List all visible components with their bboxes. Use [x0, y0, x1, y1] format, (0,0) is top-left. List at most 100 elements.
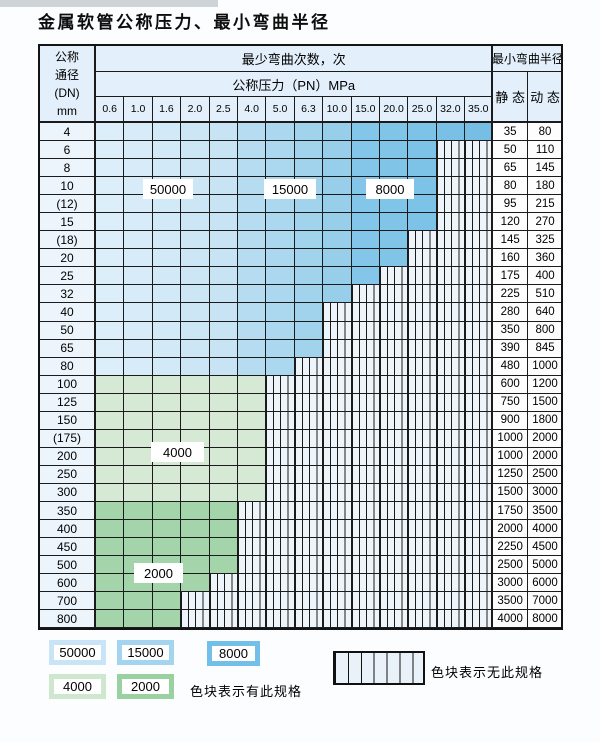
spec-cell [96, 159, 125, 178]
spec-cell [152, 285, 182, 304]
spec-cell [124, 393, 153, 412]
dn-cell: 80 [40, 357, 96, 376]
spec-cell [294, 285, 324, 304]
spec-cell [323, 195, 352, 214]
no-spec-cell [465, 393, 494, 412]
spec-cell [96, 231, 125, 250]
nominal-pressure-header: 公称压力（PN）MPa [96, 72, 494, 97]
dn-cell: 4 [40, 123, 96, 142]
static-radius-cell: 35 [493, 123, 528, 142]
spec-cell [152, 375, 182, 394]
no-spec-cell [408, 592, 437, 611]
spec-cell [209, 303, 238, 322]
no-spec-cell [351, 538, 380, 557]
spec-cell [323, 231, 352, 250]
no-spec-cell [436, 610, 466, 628]
spec-cell [294, 213, 324, 232]
no-spec-cell [408, 231, 437, 250]
dynamic-radius-cell: 5000 [527, 556, 561, 575]
no-spec-cell [465, 501, 494, 521]
spec-cell [96, 411, 125, 430]
no-spec-cell [465, 592, 494, 611]
spec-cell [351, 267, 380, 286]
no-spec-cell [436, 213, 466, 232]
spec-cell [124, 249, 153, 268]
no-spec-cell [351, 501, 380, 521]
dynamic-radius-cell: 110 [527, 141, 561, 160]
spec-cell [96, 483, 125, 502]
pressure-column-header: 0.6 [96, 97, 125, 123]
spec-cell [237, 303, 267, 322]
legend-has-spec-text: 色块表示有此规格 [190, 684, 303, 699]
static-radius-cell: 2000 [493, 520, 528, 539]
spec-cell [181, 393, 210, 412]
no-spec-cell [237, 610, 267, 628]
static-radius-cell: 390 [493, 339, 528, 358]
spec-cell [266, 267, 295, 286]
no-spec-cell [379, 321, 409, 340]
spec-cell [124, 501, 153, 521]
no-spec-cell [379, 429, 409, 448]
spec-cell [209, 123, 238, 142]
legend-no-spec-text: 色块表示无此规格 [431, 665, 544, 680]
dynamic-radius-cell: 325 [527, 231, 561, 250]
dn-cell: 32 [40, 285, 96, 304]
legend-swatch-8000: 8000 [207, 641, 260, 666]
dynamic-radius-cell: 6000 [527, 574, 561, 593]
spec-cell [379, 159, 409, 178]
spec-cell [408, 141, 437, 160]
spec-cell [408, 195, 437, 214]
spec-cell [209, 429, 238, 448]
no-spec-cell [351, 375, 380, 394]
dn-cell: 250 [40, 465, 96, 484]
spec-cell [96, 303, 125, 322]
spec-cell [152, 465, 182, 484]
no-spec-cell [181, 610, 210, 628]
no-spec-cell [408, 520, 437, 539]
spec-cell [209, 375, 238, 394]
no-spec-cell [294, 520, 324, 539]
spec-cell [96, 556, 125, 575]
no-spec-cell [408, 429, 437, 448]
no-spec-cell [379, 285, 409, 304]
spec-cell [379, 141, 409, 160]
spec-cell [124, 610, 153, 628]
static-radius-cell: 4000 [493, 610, 528, 628]
dn-cell: 200 [40, 447, 96, 466]
spec-cell [209, 556, 238, 575]
spec-cell [294, 339, 324, 358]
no-spec-cell [266, 483, 295, 502]
no-spec-cell [465, 159, 494, 178]
spec-cell [124, 213, 153, 232]
spec-cell [124, 447, 153, 466]
no-spec-cell [351, 429, 380, 448]
spec-cell [266, 249, 295, 268]
spec-cell [152, 501, 182, 521]
no-spec-cell [379, 465, 409, 484]
no-spec-cell [436, 339, 466, 358]
spec-cell [96, 141, 125, 160]
pressure-column-header: 10.0 [323, 97, 352, 123]
legend-swatch-50000: 50000 [49, 640, 106, 665]
dynamic-radius-cell: 3000 [527, 483, 561, 502]
spec-cell [266, 141, 295, 160]
spec-cell [266, 357, 295, 376]
no-spec-cell [351, 556, 380, 575]
no-spec-cell [465, 177, 494, 196]
no-spec-cell [294, 483, 324, 502]
no-spec-cell [379, 267, 409, 286]
no-spec-cell [436, 429, 466, 448]
no-spec-cell [436, 321, 466, 340]
static-radius-cell: 2500 [493, 556, 528, 575]
dynamic-column-header: 动 态 [527, 72, 561, 123]
no-spec-cell [465, 195, 494, 214]
no-spec-cell [408, 393, 437, 412]
static-radius-cell: 1250 [493, 465, 528, 484]
no-spec-cell [436, 574, 466, 593]
spec-cell [181, 303, 210, 322]
spec-cell [152, 520, 182, 539]
no-spec-cell [266, 411, 295, 430]
static-radius-cell: 280 [493, 303, 528, 322]
static-radius-cell: 1000 [493, 429, 528, 448]
